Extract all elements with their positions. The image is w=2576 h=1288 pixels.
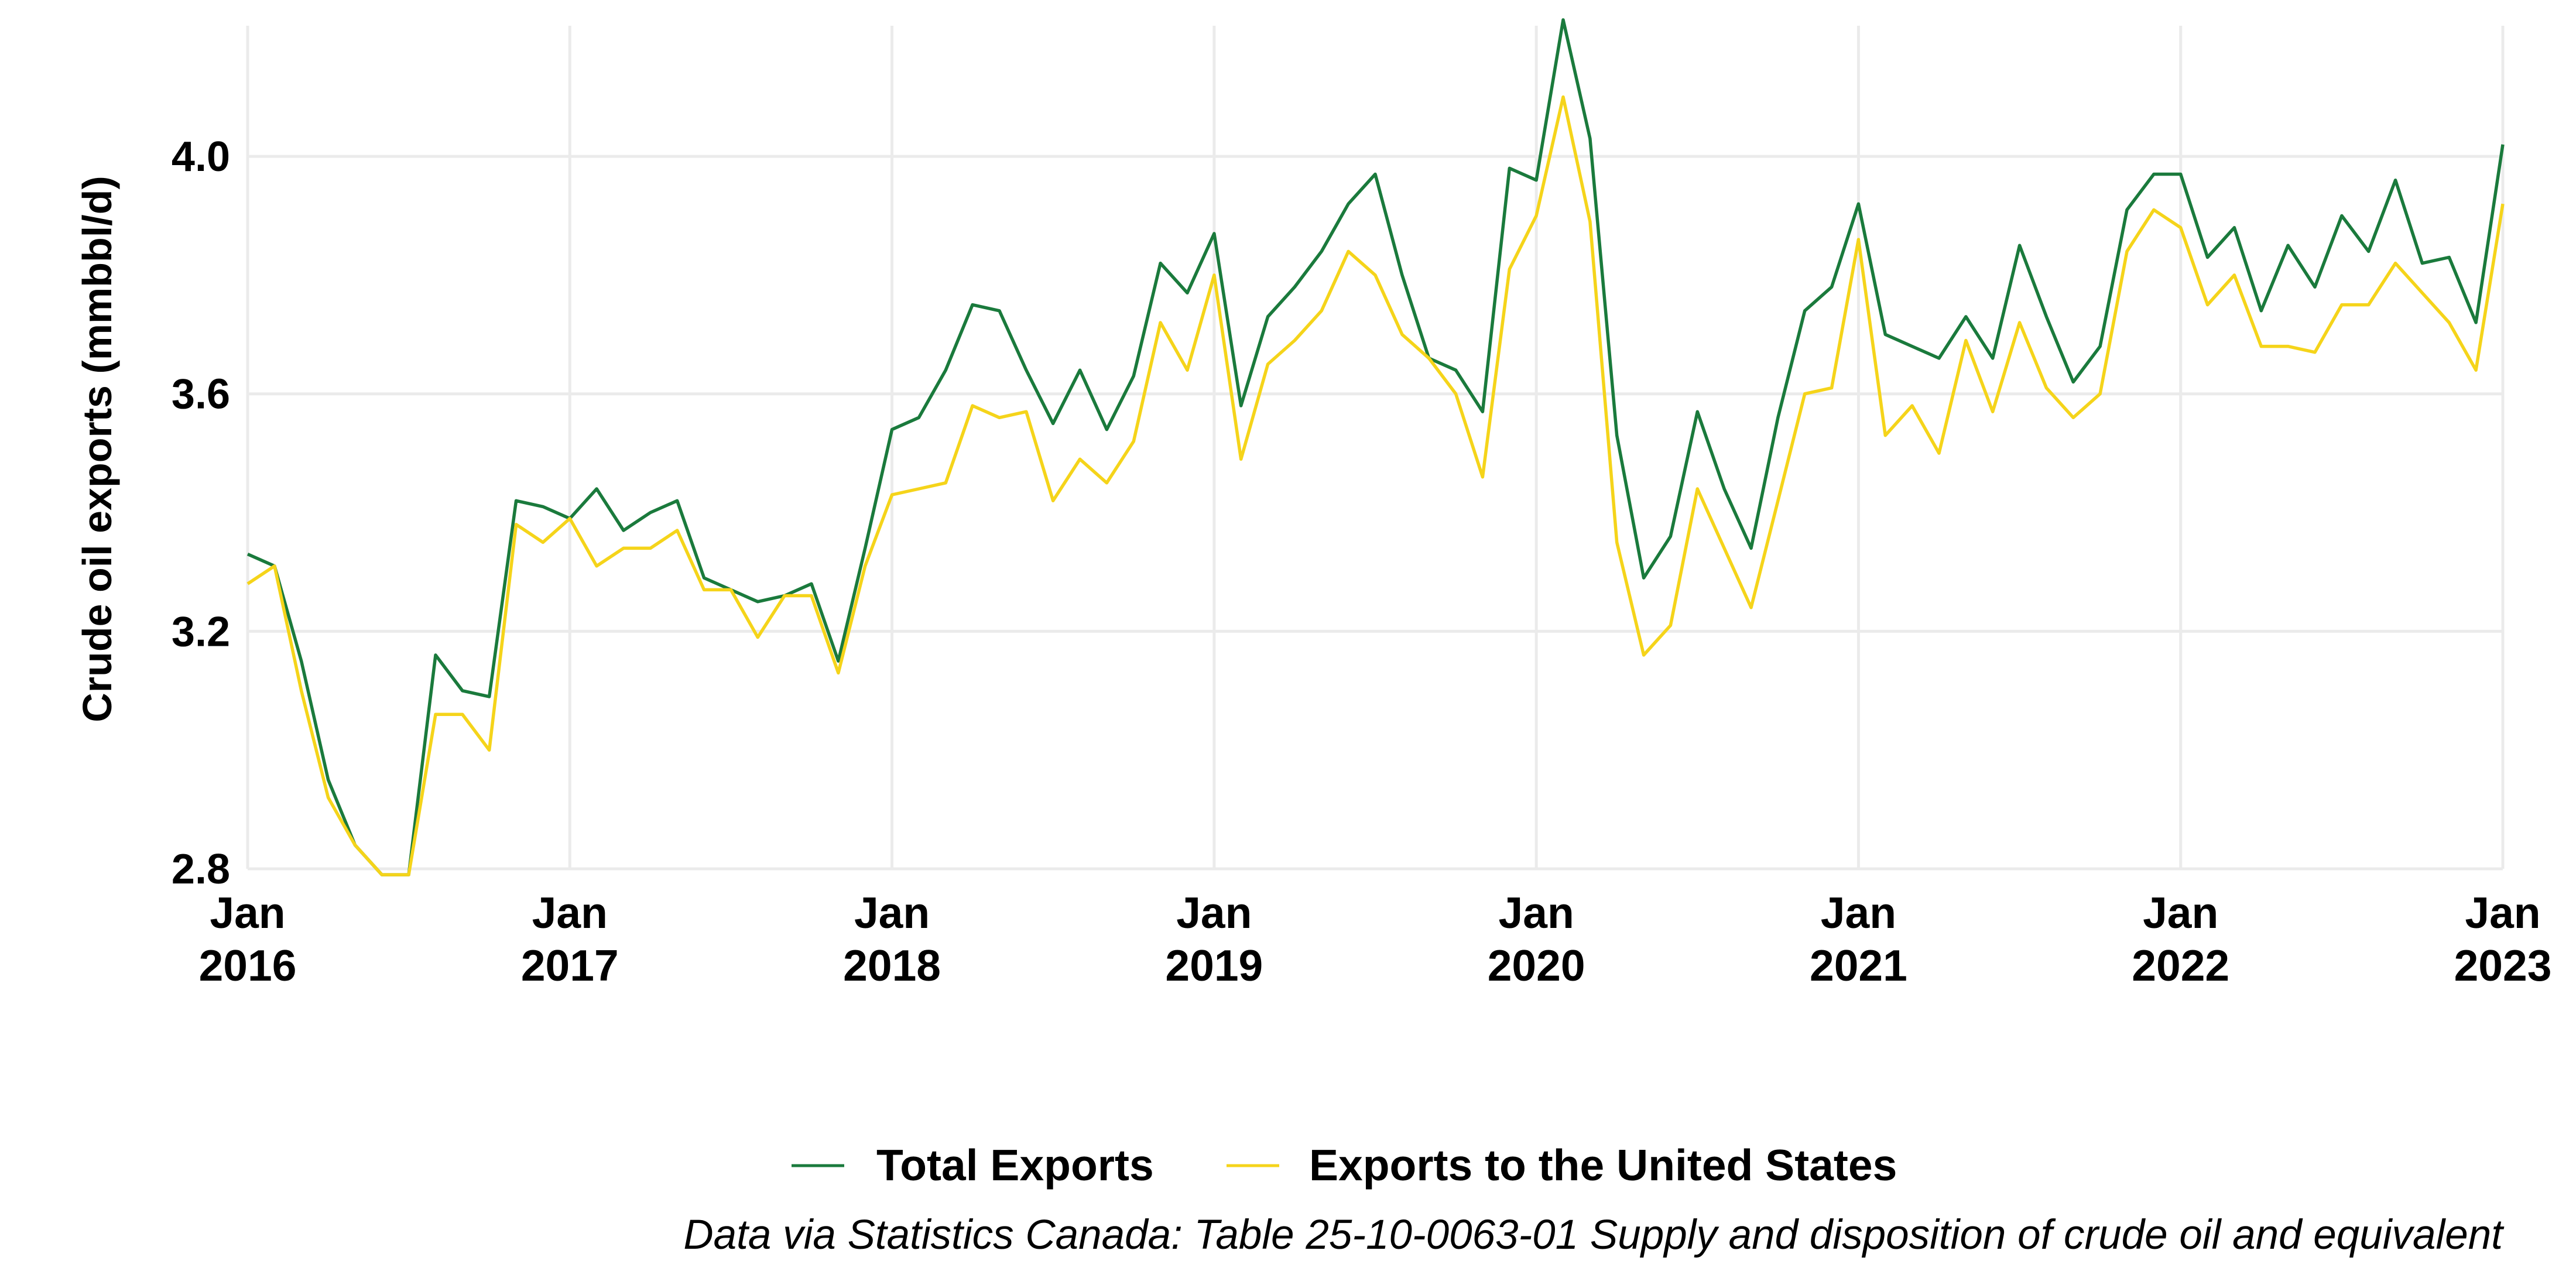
x-axis-tick-labels: Jan 2016 Jan 2017 Jan 2018 Jan 2019 Jan 2020 Jan 20… bbox=[199, 888, 2552, 990]
legend-label-us-exports: Exports to the United States bbox=[1309, 1140, 1897, 1190]
legend-label-total-exports: Total Exports bbox=[876, 1140, 1154, 1190]
x-tick-label: Jan 2023 bbox=[2454, 888, 2552, 990]
x-tick-label: Jan 2022 bbox=[2132, 888, 2229, 990]
series-lines bbox=[246, 18, 2505, 876]
x-tick-label: Jan 2021 bbox=[1810, 888, 1907, 990]
series-line-total-exports bbox=[246, 18, 2505, 876]
y-tick-label: 3.6 bbox=[172, 371, 230, 418]
x-tick-label: Jan 2020 bbox=[1488, 888, 1585, 990]
y-tick-label: 3.2 bbox=[172, 608, 230, 655]
y-axis-tick-labels: 2.8 3.2 3.6 4.0 bbox=[172, 133, 230, 893]
x-tick-label: Jan 2016 bbox=[199, 888, 297, 990]
series-line-us-exports bbox=[246, 95, 2505, 876]
y-axis-title: Crude oil exports (mmbbl/d) bbox=[74, 176, 120, 722]
legend: Total Exports Exports to the United Stat… bbox=[792, 1140, 1897, 1190]
x-tick-label: Jan 2019 bbox=[1165, 888, 1263, 990]
data-source-caption: Data via Statistics Canada: Table 25-10-… bbox=[683, 1212, 2505, 1258]
y-tick-label: 4.0 bbox=[172, 133, 230, 180]
x-tick-label: Jan 2017 bbox=[521, 888, 619, 990]
x-tick-label: Jan 2018 bbox=[843, 888, 941, 990]
grid-lines bbox=[246, 26, 2505, 871]
y-tick-label: 2.8 bbox=[172, 846, 230, 893]
